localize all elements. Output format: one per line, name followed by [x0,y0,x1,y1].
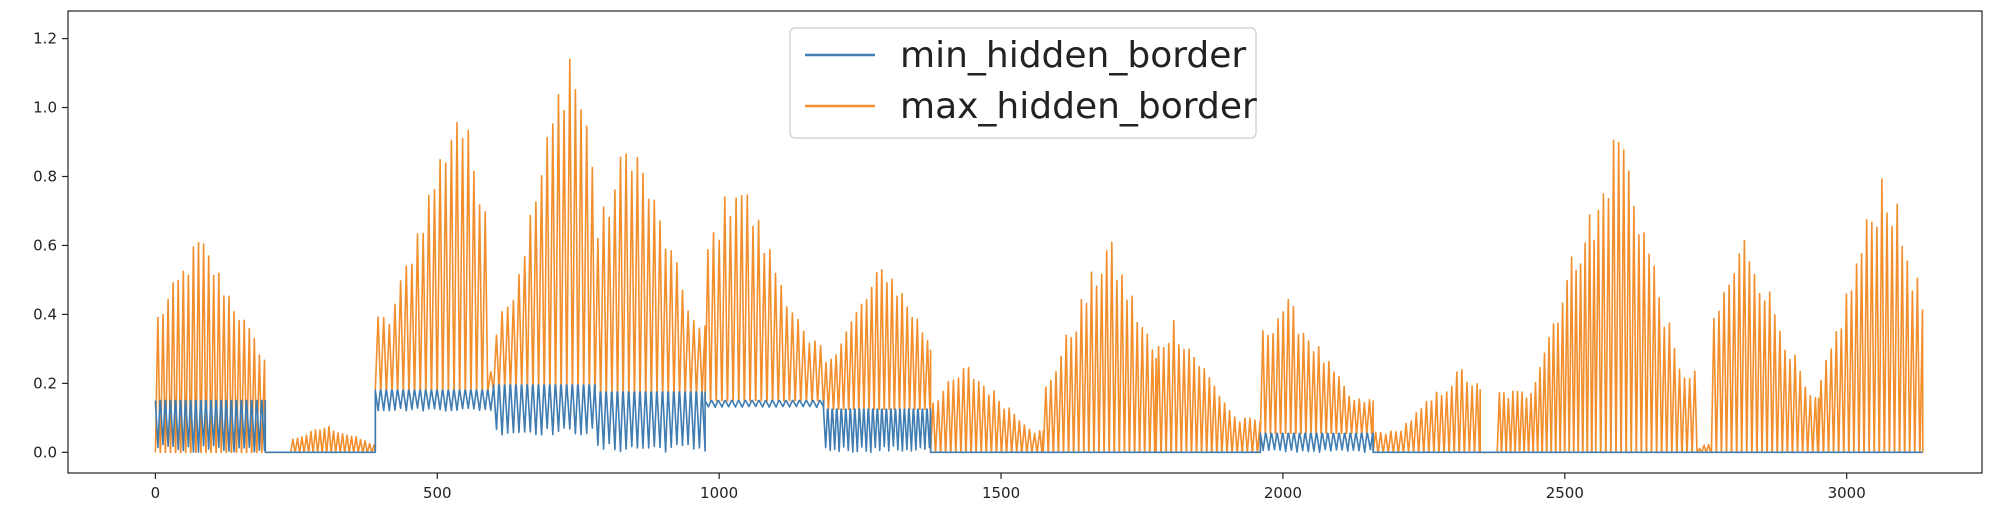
x-tick-label: 2000 [1264,484,1302,502]
y-tick-label: 1.0 [33,99,57,117]
legend: min_hidden_border max_hidden_border [789,27,1257,139]
x-tick-label: 1000 [700,484,738,502]
legend-box [789,27,1257,139]
plot-lines [154,58,1924,454]
y-tick-label: 0.4 [33,305,57,323]
y-axis: 0.0 0.2 0.4 0.6 0.8 1.0 1.2 [33,30,68,461]
x-axis: 0 500 1000 1500 2000 2500 3000 [151,473,1866,502]
x-tick-label: 3000 [1828,484,1866,502]
y-tick-label: 0.8 [33,167,57,185]
x-tick-label: 1500 [982,484,1020,502]
x-tick-label: 2500 [1546,484,1584,502]
y-tick-label: 0.6 [33,236,57,254]
y-tick-label: 0.2 [33,374,57,392]
legend-label-max-hidden-border: max_hidden_border [900,86,1257,127]
legend-label-min-hidden-border: min_hidden_border [900,35,1246,76]
plot-frame [67,10,1983,474]
y-tick-label: 0.0 [33,443,57,461]
x-tick-label: 500 [423,484,452,502]
series-line-min-hidden-border [154,384,1923,454]
x-tick-label: 0 [151,484,161,502]
y-tick-label: 1.2 [33,30,57,48]
